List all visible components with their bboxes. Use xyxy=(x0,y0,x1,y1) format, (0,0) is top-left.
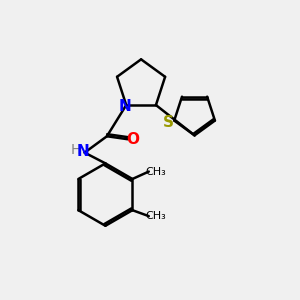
Text: CH₃: CH₃ xyxy=(145,211,166,221)
Text: N: N xyxy=(118,99,131,114)
Text: O: O xyxy=(127,132,140,147)
Text: H: H xyxy=(71,143,82,157)
Text: S: S xyxy=(164,115,174,130)
Text: N: N xyxy=(77,144,89,159)
Text: CH₃: CH₃ xyxy=(145,167,166,176)
